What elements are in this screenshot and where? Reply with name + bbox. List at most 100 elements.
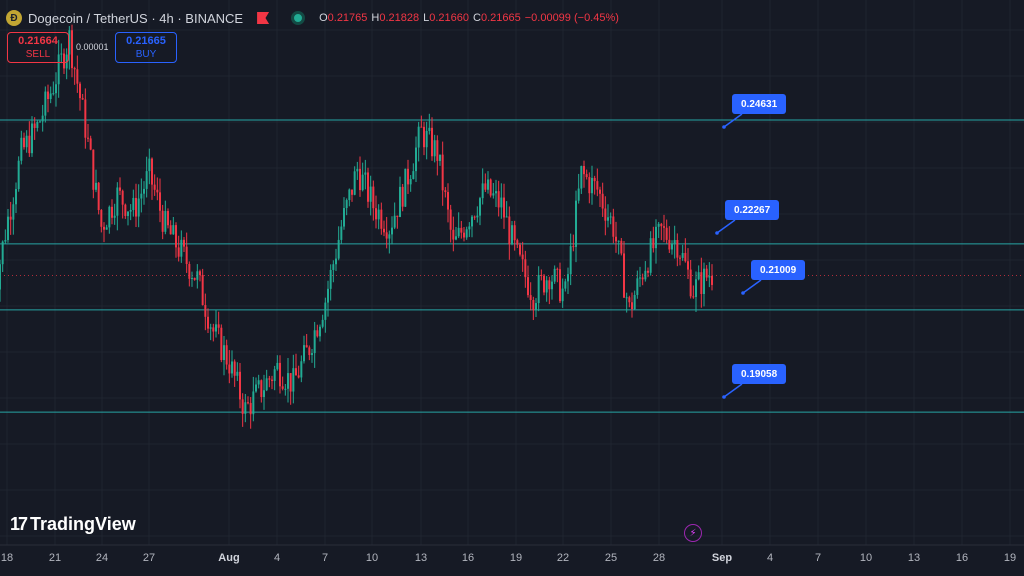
- candle-down: [615, 236, 617, 242]
- lightning-icon[interactable]: ⚡: [684, 524, 702, 542]
- candle-up: [545, 280, 548, 293]
- candle-up: [137, 198, 140, 217]
- market-status-icon[interactable]: [291, 11, 306, 25]
- candle-down: [705, 268, 708, 278]
- candle-up: [412, 171, 415, 180]
- candle-down: [103, 226, 105, 230]
- candle-down: [169, 225, 172, 235]
- candle-down: [207, 316, 209, 329]
- x-tick-label: 7: [321, 552, 329, 564]
- candle-down: [73, 68, 76, 70]
- candle-up: [20, 137, 23, 161]
- candle-down: [460, 227, 463, 233]
- candle-up: [337, 239, 340, 259]
- candle-down: [441, 154, 444, 191]
- candle-up: [457, 227, 460, 237]
- candle-up: [196, 271, 199, 280]
- candle-down: [524, 259, 527, 278]
- candle-up: [273, 369, 276, 381]
- candle-down: [599, 189, 601, 194]
- candle-up: [607, 217, 609, 221]
- candle-up: [4, 240, 7, 242]
- candle-up: [417, 126, 420, 148]
- candle-down: [420, 126, 423, 128]
- candle-up: [681, 252, 684, 258]
- candle-up: [329, 269, 332, 289]
- candle-down: [529, 295, 532, 300]
- candle-up: [215, 324, 217, 332]
- candle-down: [623, 253, 625, 298]
- candle-up: [36, 122, 39, 128]
- candle-down: [217, 324, 220, 328]
- level-tag[interactable]: 0.19058: [732, 364, 787, 384]
- candle-down: [135, 197, 137, 217]
- candle-up: [364, 172, 367, 175]
- support-resistance-levels: [0, 119, 1024, 413]
- candle-up: [569, 246, 572, 275]
- candle-down: [612, 216, 615, 237]
- flag-icon[interactable]: [257, 12, 270, 24]
- x-tick-label: 19: [509, 552, 523, 564]
- candle-up: [313, 330, 316, 354]
- candle-up: [625, 297, 628, 299]
- candle-down: [423, 126, 425, 148]
- candle-down: [383, 228, 385, 233]
- open-value: 0.21765: [327, 12, 368, 24]
- candle-up: [0, 264, 1, 290]
- candle-up: [327, 288, 329, 303]
- candle-up: [17, 160, 20, 190]
- candle-up: [487, 179, 489, 190]
- candle-up: [132, 197, 135, 210]
- candle-down: [151, 158, 153, 185]
- candle-up: [377, 209, 380, 220]
- x-tick-label: 4: [766, 552, 774, 564]
- candle-down: [316, 330, 319, 337]
- candle-up: [116, 187, 119, 216]
- candle-up: [284, 388, 287, 390]
- candle-up: [68, 30, 71, 55]
- level-tag-anchor: [722, 395, 726, 399]
- candle-up: [575, 200, 577, 247]
- open-label: O: [319, 12, 328, 24]
- candle-up: [49, 93, 52, 100]
- x-tick-label: 7: [814, 552, 822, 564]
- candle-up: [57, 54, 60, 85]
- candle-up: [1, 241, 4, 265]
- candle-up: [287, 373, 289, 389]
- x-tick-label: 18: [0, 552, 14, 564]
- candle-up: [332, 264, 335, 270]
- level-tag[interactable]: 0.24631: [732, 94, 787, 114]
- level-tag[interactable]: 0.22267: [725, 200, 780, 220]
- candle-up: [479, 198, 481, 216]
- candle-down: [396, 215, 399, 217]
- buy-button[interactable]: 0.21665 BUY: [115, 32, 177, 63]
- level-tag[interactable]: 0.21009: [751, 260, 806, 280]
- candle-up: [60, 53, 63, 55]
- candle-up: [265, 378, 268, 391]
- candle-up: [148, 158, 151, 172]
- candle-down: [193, 277, 196, 280]
- candle-up: [393, 215, 396, 228]
- x-tick-label: 16: [461, 552, 475, 564]
- symbol-title[interactable]: Dogecoin / TetherUS · 4h · BINANCE: [28, 10, 244, 26]
- high-value: 0.21828: [379, 12, 420, 24]
- candle-up: [263, 390, 265, 398]
- tradingview-logo[interactable]: 17 TradingView: [10, 514, 136, 535]
- candle-down: [585, 174, 588, 178]
- candle-up: [321, 319, 324, 327]
- candle-up: [708, 275, 711, 278]
- candle-up: [7, 216, 9, 241]
- candle-down: [23, 137, 25, 148]
- candle-up: [172, 225, 175, 235]
- candle-up: [335, 258, 337, 265]
- sell-label: SELL: [25, 48, 51, 60]
- candle-down: [503, 197, 505, 218]
- sell-button[interactable]: 0.21664 SELL: [7, 32, 69, 63]
- candle-down: [204, 305, 207, 317]
- candle-down: [199, 271, 201, 276]
- candle-down: [583, 166, 585, 175]
- candle-down: [249, 402, 252, 415]
- x-tick-label: 10: [859, 552, 873, 564]
- candle-down: [119, 187, 121, 191]
